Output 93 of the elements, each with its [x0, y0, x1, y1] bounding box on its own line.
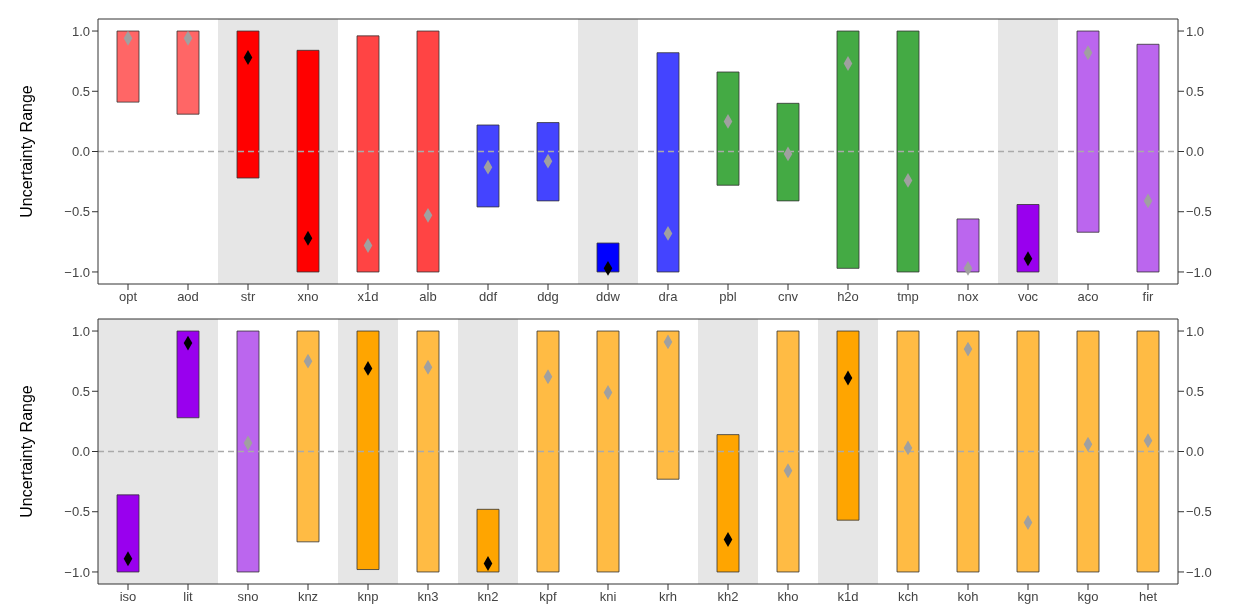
bar — [416, 30, 440, 273]
x-tick-label: knz — [297, 589, 319, 605]
bar — [1076, 30, 1100, 233]
bar — [416, 330, 440, 573]
y-axis-title: Uncertainty Range — [17, 385, 35, 518]
y-tick-label: −0.5 — [64, 204, 90, 220]
bar — [716, 434, 740, 573]
bar — [836, 30, 860, 269]
x-tick-label: ddf — [478, 289, 498, 305]
x-tick-label: kho — [777, 589, 799, 605]
bar — [476, 124, 500, 208]
x-tick-label: aod — [177, 289, 199, 305]
x-tick-label: knp — [357, 589, 379, 605]
x-tick-label: fir — [1142, 289, 1155, 305]
bar — [536, 330, 560, 573]
bar — [176, 330, 200, 419]
y2-tick-label: 1.0 — [1186, 323, 1205, 339]
bar — [1016, 204, 1040, 273]
x-tick-label: lit — [183, 589, 194, 605]
x-tick-label: opt — [118, 289, 138, 305]
bar — [236, 30, 260, 179]
x-tick-label: ddw — [596, 289, 621, 305]
bar — [236, 330, 260, 573]
x-tick-label: pbl — [719, 289, 737, 305]
x-tick-label: alb — [419, 289, 437, 305]
bar — [776, 330, 800, 573]
x-tick-label: aco — [1077, 289, 1099, 305]
x-tick-label: ddg — [537, 289, 559, 305]
bar — [896, 330, 920, 573]
x-tick-label: kpf — [539, 589, 558, 605]
bar — [116, 30, 140, 103]
bar — [176, 30, 200, 115]
y-tick-label: 0.5 — [71, 383, 90, 399]
y2-tick-label: −1.0 — [1186, 264, 1212, 280]
bar — [716, 71, 740, 186]
x-tick-label: kgn — [1017, 589, 1039, 605]
y2-tick-label: 0.0 — [1186, 444, 1205, 460]
bar — [956, 330, 980, 573]
y-tick-label: 0.5 — [71, 83, 90, 99]
x-tick-label: x1d — [357, 289, 379, 305]
x-tick-label: cnv — [777, 289, 799, 305]
bar — [1136, 330, 1160, 573]
x-tick-label: kn2 — [477, 589, 499, 605]
x-tick-label: krh — [658, 589, 678, 605]
x-tick-label: dra — [658, 289, 679, 305]
y-axis-title: Uncertainty Range — [17, 85, 35, 218]
x-tick-label: h2o — [837, 289, 859, 305]
y2-tick-label: 1.0 — [1186, 23, 1205, 39]
y-tick-label: 1.0 — [71, 23, 90, 39]
y-tick-label: 0.0 — [71, 144, 90, 160]
bar — [956, 218, 980, 273]
bar — [536, 122, 560, 202]
x-tick-label: voc — [1017, 289, 1039, 305]
x-tick-label: k1d — [837, 589, 859, 605]
y-tick-label: −0.5 — [64, 504, 90, 520]
y-tick-label: −1.0 — [64, 564, 90, 580]
bar — [836, 330, 860, 521]
bar — [1076, 330, 1100, 573]
y2-tick-label: 0.5 — [1186, 83, 1205, 99]
x-tick-label: str — [240, 289, 256, 305]
y-tick-label: −1.0 — [64, 264, 90, 280]
bar — [656, 330, 680, 480]
x-tick-label: kh2 — [717, 589, 739, 605]
bar — [1136, 43, 1160, 273]
x-tick-label: sno — [237, 589, 259, 605]
bar — [296, 49, 320, 273]
x-tick-label: xno — [297, 289, 319, 305]
x-tick-label: kn3 — [417, 589, 439, 605]
bar — [596, 242, 620, 273]
y2-tick-label: −0.5 — [1186, 204, 1212, 220]
bar — [356, 35, 380, 273]
bar — [656, 52, 680, 273]
y-tick-label: 0.0 — [71, 444, 90, 460]
x-tick-label: het — [1138, 589, 1158, 605]
y2-tick-label: 0.0 — [1186, 144, 1205, 160]
y2-tick-label: −1.0 — [1186, 564, 1212, 580]
bar — [596, 330, 620, 573]
x-tick-label: kch — [897, 589, 919, 605]
x-tick-label: koh — [957, 589, 979, 605]
bar — [776, 102, 800, 202]
x-tick-label: tmp — [897, 289, 919, 305]
bar — [1016, 330, 1040, 573]
x-tick-label: kgo — [1077, 589, 1099, 605]
x-tick-label: iso — [119, 589, 137, 605]
x-tick-label: kni — [599, 589, 617, 605]
y-tick-label: 1.0 — [71, 323, 90, 339]
y2-tick-label: 0.5 — [1186, 383, 1205, 399]
bar — [896, 30, 920, 273]
bar — [296, 330, 320, 543]
bar — [476, 508, 500, 573]
bar — [116, 494, 140, 573]
x-tick-label: nox — [957, 289, 979, 305]
y2-tick-label: −0.5 — [1186, 504, 1212, 520]
